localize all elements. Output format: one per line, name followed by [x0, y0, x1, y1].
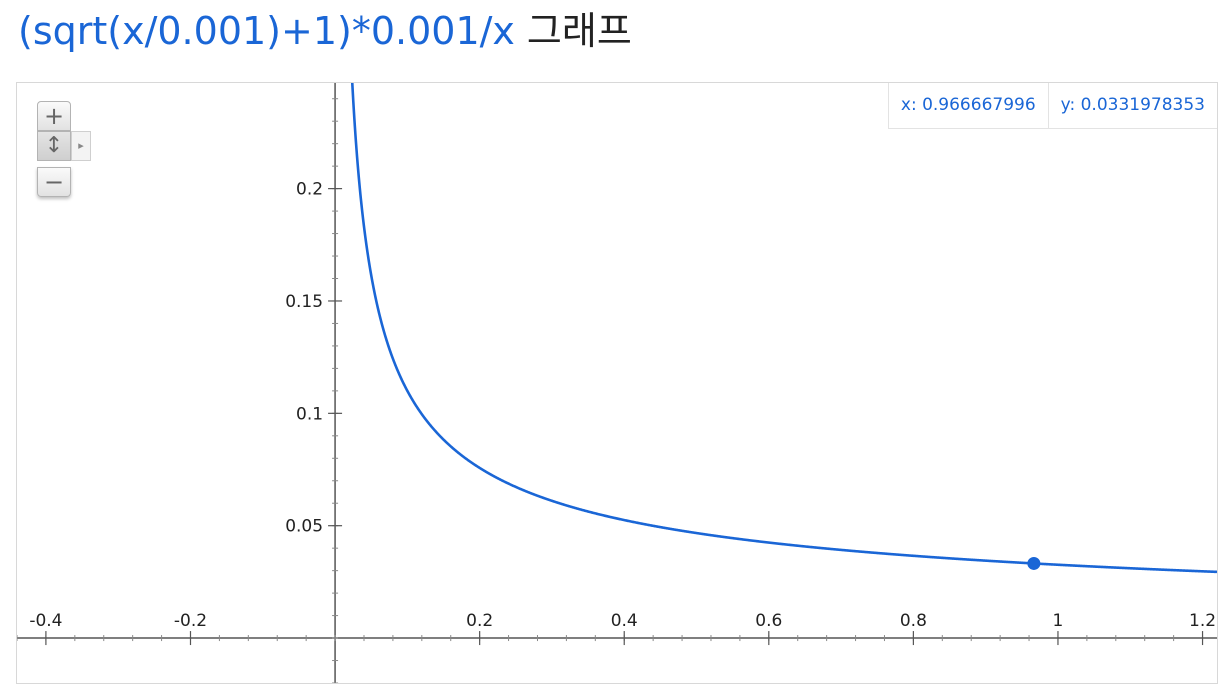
- x-coordinate: x: 0.966667996: [900, 95, 1036, 115]
- coordinate-readout: x: 0.966667996 y: 0.0331978353: [887, 83, 1217, 129]
- x-tick-label: 0.8: [900, 611, 927, 631]
- plot-svg[interactable]: -0.4 -0.2 0.2 0.4 0.6 0.8 1 1.2 0.05 0.1 0.15 0.2: [17, 83, 1217, 683]
- page-title: (sqrt(x/0.001)+1)*0.001/x 그래프: [18, 6, 632, 56]
- y-tick-label: 0.2: [296, 180, 323, 200]
- title-suffix: 그래프: [526, 9, 632, 53]
- zoom-out-button[interactable]: −: [37, 167, 71, 197]
- expand-controls-button[interactable]: ▸: [71, 131, 91, 161]
- pan-vertical-button[interactable]: ↕: [37, 131, 71, 161]
- x-tick-label: -0.2: [174, 611, 207, 631]
- x-tick-label: 1.2: [1189, 611, 1216, 631]
- graph-panel[interactable]: -0.4 -0.2 0.2 0.4 0.6 0.8 1 1.2 0.05 0.1 0.15 0.2 +…: [16, 82, 1218, 684]
- zoom-control: + ↕ ▸ −: [37, 101, 95, 201]
- y-tick-label: 0.1: [296, 404, 323, 424]
- x-tick-label: 0.4: [611, 611, 638, 631]
- x-tick-label: 0.2: [466, 611, 493, 631]
- x-tick-label: 0.6: [755, 611, 782, 631]
- x-tick-label: -0.4: [29, 611, 62, 631]
- zoom-in-button[interactable]: +: [37, 101, 71, 131]
- highlight-point: [1027, 556, 1041, 570]
- y-tick-label: 0.15: [285, 292, 323, 312]
- y-coordinate: y: 0.0331978353: [1047, 83, 1217, 128]
- x-tick-label: 1: [1053, 611, 1064, 631]
- y-tick-label: 0.05: [285, 517, 323, 537]
- title-formula: (sqrt(x/0.001)+1)*0.001/x: [18, 9, 515, 53]
- function-curve: [350, 83, 1217, 574]
